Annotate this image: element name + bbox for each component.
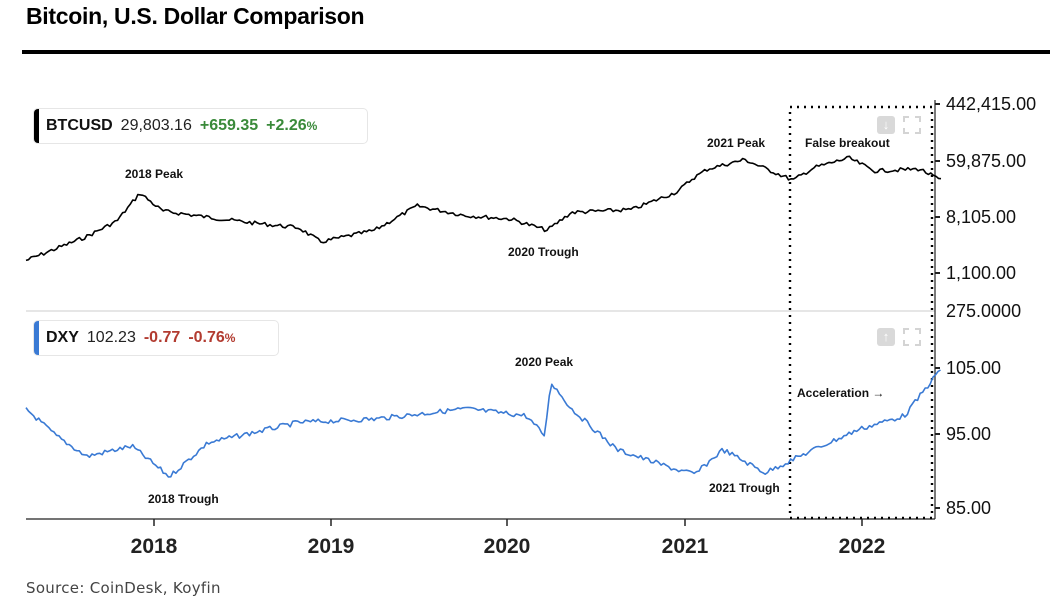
- x-tick-label: 2022: [839, 535, 886, 558]
- y-tick-label: 1,100.00: [946, 263, 1016, 283]
- dxy-change: -0.77: [143, 329, 181, 346]
- dxy-legend: DXY 102.23 -0.77 -0.76%: [33, 320, 279, 356]
- btcusd-symbol: BTCUSD: [46, 117, 113, 134]
- chart-title: Bitcoin, U.S. Dollar Comparison: [26, 3, 365, 29]
- x-tick-label: 2018: [131, 535, 178, 558]
- top-y-tick-marks: [935, 103, 940, 274]
- dxy-symbol: DXY: [46, 329, 79, 346]
- chart-canvas: 442,415.00 59,875.00 8,105.00 1,100.00 2…: [25, 94, 1036, 558]
- dxy-legend-swatch: [34, 321, 39, 355]
- y-tick-label: 275.0000: [946, 301, 1021, 321]
- annotation-2021-peak: 2021 Peak: [707, 136, 765, 150]
- download-icon[interactable]: ↓: [877, 116, 895, 134]
- btcusd-series-line: [25, 155, 942, 262]
- btcusd-pct-sign: %: [306, 119, 318, 133]
- y-tick-label: 105.00: [946, 358, 1001, 378]
- bottom-y-ticks: 275.0000 105.00 95.00 85.00: [946, 301, 1021, 518]
- source-note: Source: CoinDesk, Koyfin: [26, 579, 221, 597]
- y-tick-label: 85.00: [946, 498, 991, 518]
- bottom-y-tick-marks: [935, 367, 940, 509]
- dxy-pct-sign: %: [224, 331, 236, 345]
- x-tick-labels: 2018 2019 2020 2021 2022: [131, 535, 886, 558]
- top-y-ticks: 442,415.00 59,875.00 8,105.00 1,100.00: [946, 94, 1036, 283]
- expand-icon[interactable]: [903, 116, 921, 134]
- x-tick-marks: [153, 519, 863, 526]
- x-tick-label: 2020: [484, 535, 531, 558]
- y-tick-label: 95.00: [946, 424, 991, 444]
- y-tick-label: 442,415.00: [946, 94, 1036, 114]
- x-tick-label: 2019: [308, 535, 355, 558]
- btcusd-change-pct: +2.26%: [266, 117, 325, 135]
- btcusd-legend-swatch: [34, 109, 39, 143]
- btcusd-legend: BTCUSD 29,803.16 +659.35 +2.26%: [33, 108, 368, 144]
- false-breakout-box: [788, 105, 934, 520]
- annotation-2020-trough: 2020 Trough: [508, 245, 579, 259]
- x-tick-label: 2021: [662, 535, 709, 558]
- btcusd-change: +659.35: [199, 117, 259, 134]
- annotation-2018-peak: 2018 Peak: [125, 167, 183, 181]
- annotation-2021-trough: 2021 Trough: [709, 481, 780, 495]
- annotation-2020-peak: 2020 Peak: [515, 355, 573, 369]
- dxy-series-line: [25, 369, 941, 478]
- dxy-change-pct: -0.76%: [188, 329, 243, 347]
- btcusd-price: 29,803.16: [120, 117, 192, 134]
- annotations: 2018 Peak 2020 Trough 2021 Peak False br…: [125, 136, 890, 506]
- title-divider: [22, 50, 1050, 54]
- upload-icon[interactable]: ↑: [877, 328, 895, 346]
- btcusd-change-pct-value: +2.26: [266, 117, 307, 134]
- annotation-2018-trough: 2018 Trough: [148, 492, 219, 506]
- annotation-acceleration: Acceleration →: [797, 386, 884, 400]
- y-tick-label: 8,105.00: [946, 207, 1016, 227]
- dxy-price: 102.23: [86, 329, 136, 346]
- y-tick-label: 59,875.00: [946, 151, 1026, 171]
- expand-icon[interactable]: [903, 328, 921, 346]
- dxy-change-pct-value: -0.76: [188, 329, 225, 346]
- annotation-false-breakout: False breakout: [805, 136, 890, 150]
